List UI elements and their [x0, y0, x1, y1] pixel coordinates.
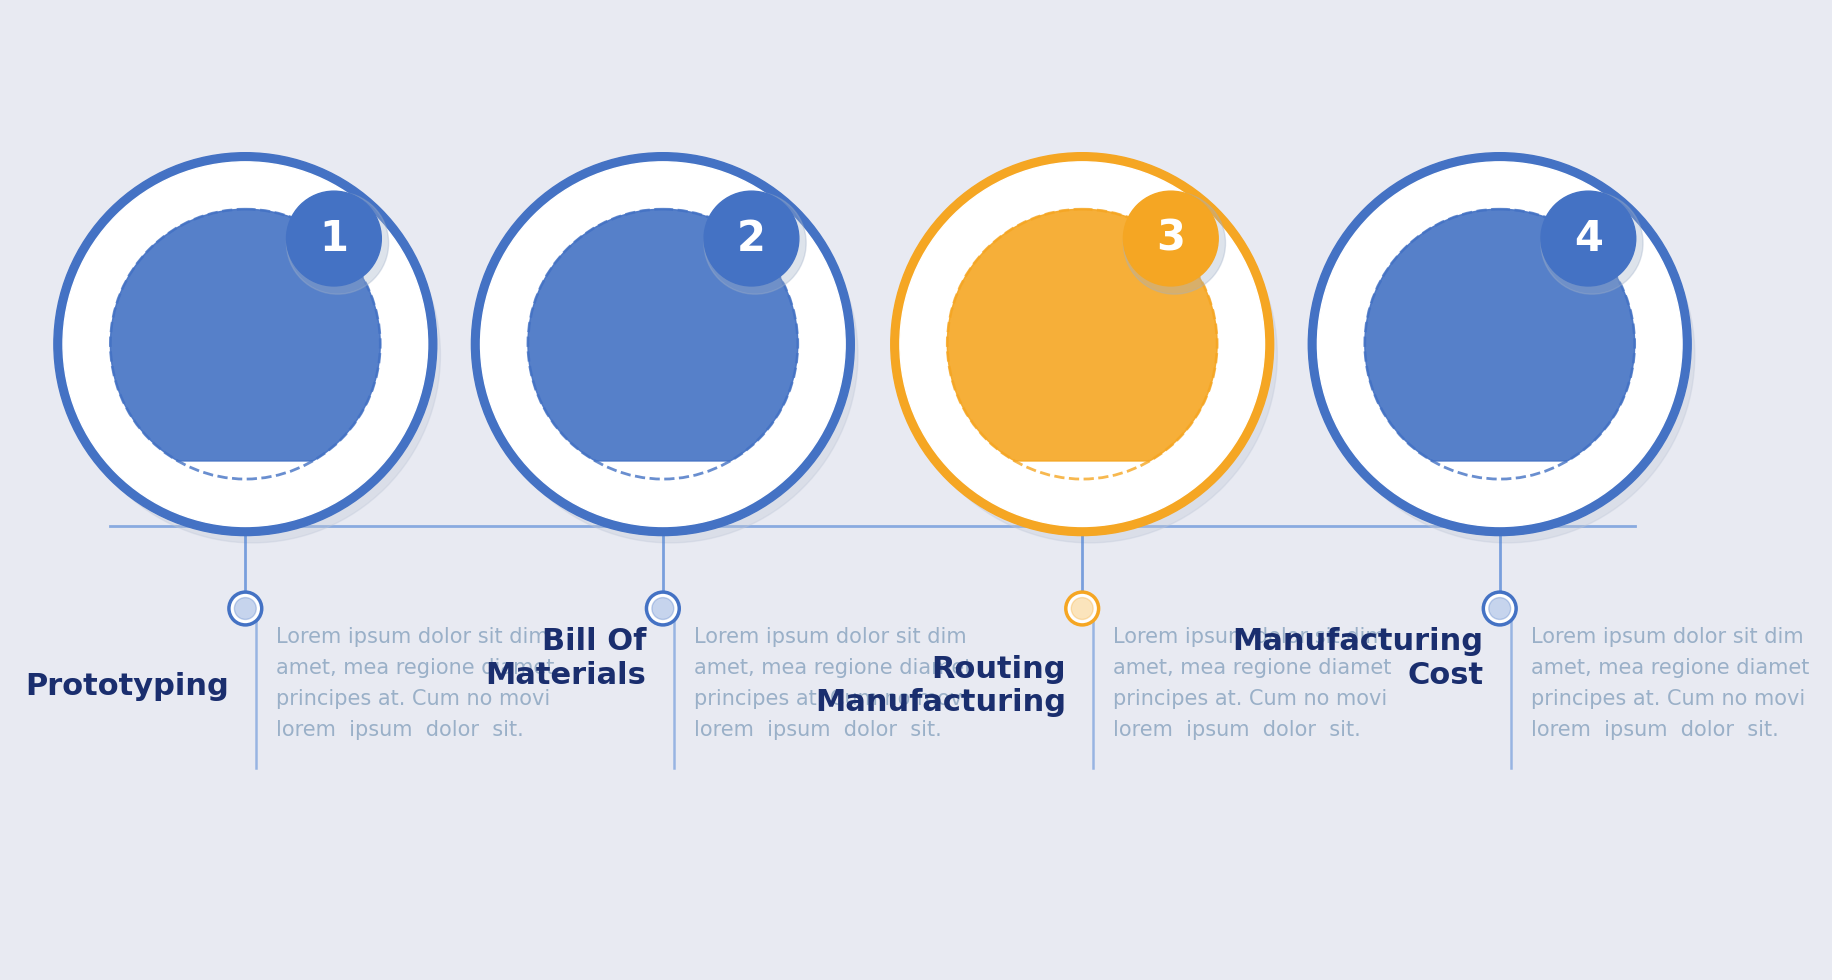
Circle shape: [234, 598, 256, 619]
Circle shape: [1484, 592, 1517, 625]
Circle shape: [62, 162, 427, 526]
Circle shape: [482, 168, 857, 543]
Text: Bill Of
Materials: Bill Of Materials: [485, 627, 647, 690]
Text: Prototyping: Prototyping: [26, 671, 229, 701]
Circle shape: [286, 191, 381, 286]
Text: Manufacturing
Cost: Manufacturing Cost: [1233, 627, 1484, 690]
Circle shape: [229, 592, 262, 625]
Circle shape: [1541, 192, 1643, 294]
Text: Lorem ipsum dolor sit dim
amet, mea regione diamet
principes at. Cum no movi
lor: Lorem ipsum dolor sit dim amet, mea regi…: [277, 627, 555, 740]
Circle shape: [703, 192, 806, 294]
Circle shape: [480, 162, 845, 526]
Text: 1: 1: [319, 218, 348, 260]
Polygon shape: [1365, 209, 1634, 461]
Polygon shape: [528, 209, 797, 461]
Circle shape: [64, 168, 440, 543]
Circle shape: [901, 168, 1277, 543]
Polygon shape: [947, 209, 1216, 461]
Circle shape: [647, 592, 680, 625]
Text: Routing
Manufacturing: Routing Manufacturing: [815, 655, 1066, 717]
Text: 3: 3: [1156, 218, 1185, 260]
Circle shape: [1123, 192, 1226, 294]
Text: Lorem ipsum dolor sit dim
amet, mea regione diamet
principes at. Cum no movi
lor: Lorem ipsum dolor sit dim amet, mea regi…: [694, 627, 973, 740]
Text: Lorem ipsum dolor sit dim
amet, mea regione diamet
principes at. Cum no movi
lor: Lorem ipsum dolor sit dim amet, mea regi…: [1532, 627, 1810, 740]
Circle shape: [471, 153, 854, 536]
Circle shape: [1541, 191, 1636, 286]
Text: 4: 4: [1574, 218, 1603, 260]
Circle shape: [1319, 168, 1695, 543]
Circle shape: [890, 153, 1273, 536]
Circle shape: [652, 598, 674, 619]
Circle shape: [900, 162, 1264, 526]
Circle shape: [1123, 191, 1218, 286]
Text: 2: 2: [736, 218, 766, 260]
Circle shape: [1489, 598, 1511, 619]
Circle shape: [286, 192, 388, 294]
Text: Lorem ipsum dolor sit dim
amet, mea regione diamet
principes at. Cum no movi
lor: Lorem ipsum dolor sit dim amet, mea regi…: [1114, 627, 1392, 740]
Circle shape: [1072, 598, 1094, 619]
Circle shape: [1066, 592, 1099, 625]
Polygon shape: [110, 209, 381, 461]
Circle shape: [703, 191, 799, 286]
Circle shape: [1317, 162, 1682, 526]
Circle shape: [1308, 153, 1691, 536]
Circle shape: [53, 153, 436, 536]
